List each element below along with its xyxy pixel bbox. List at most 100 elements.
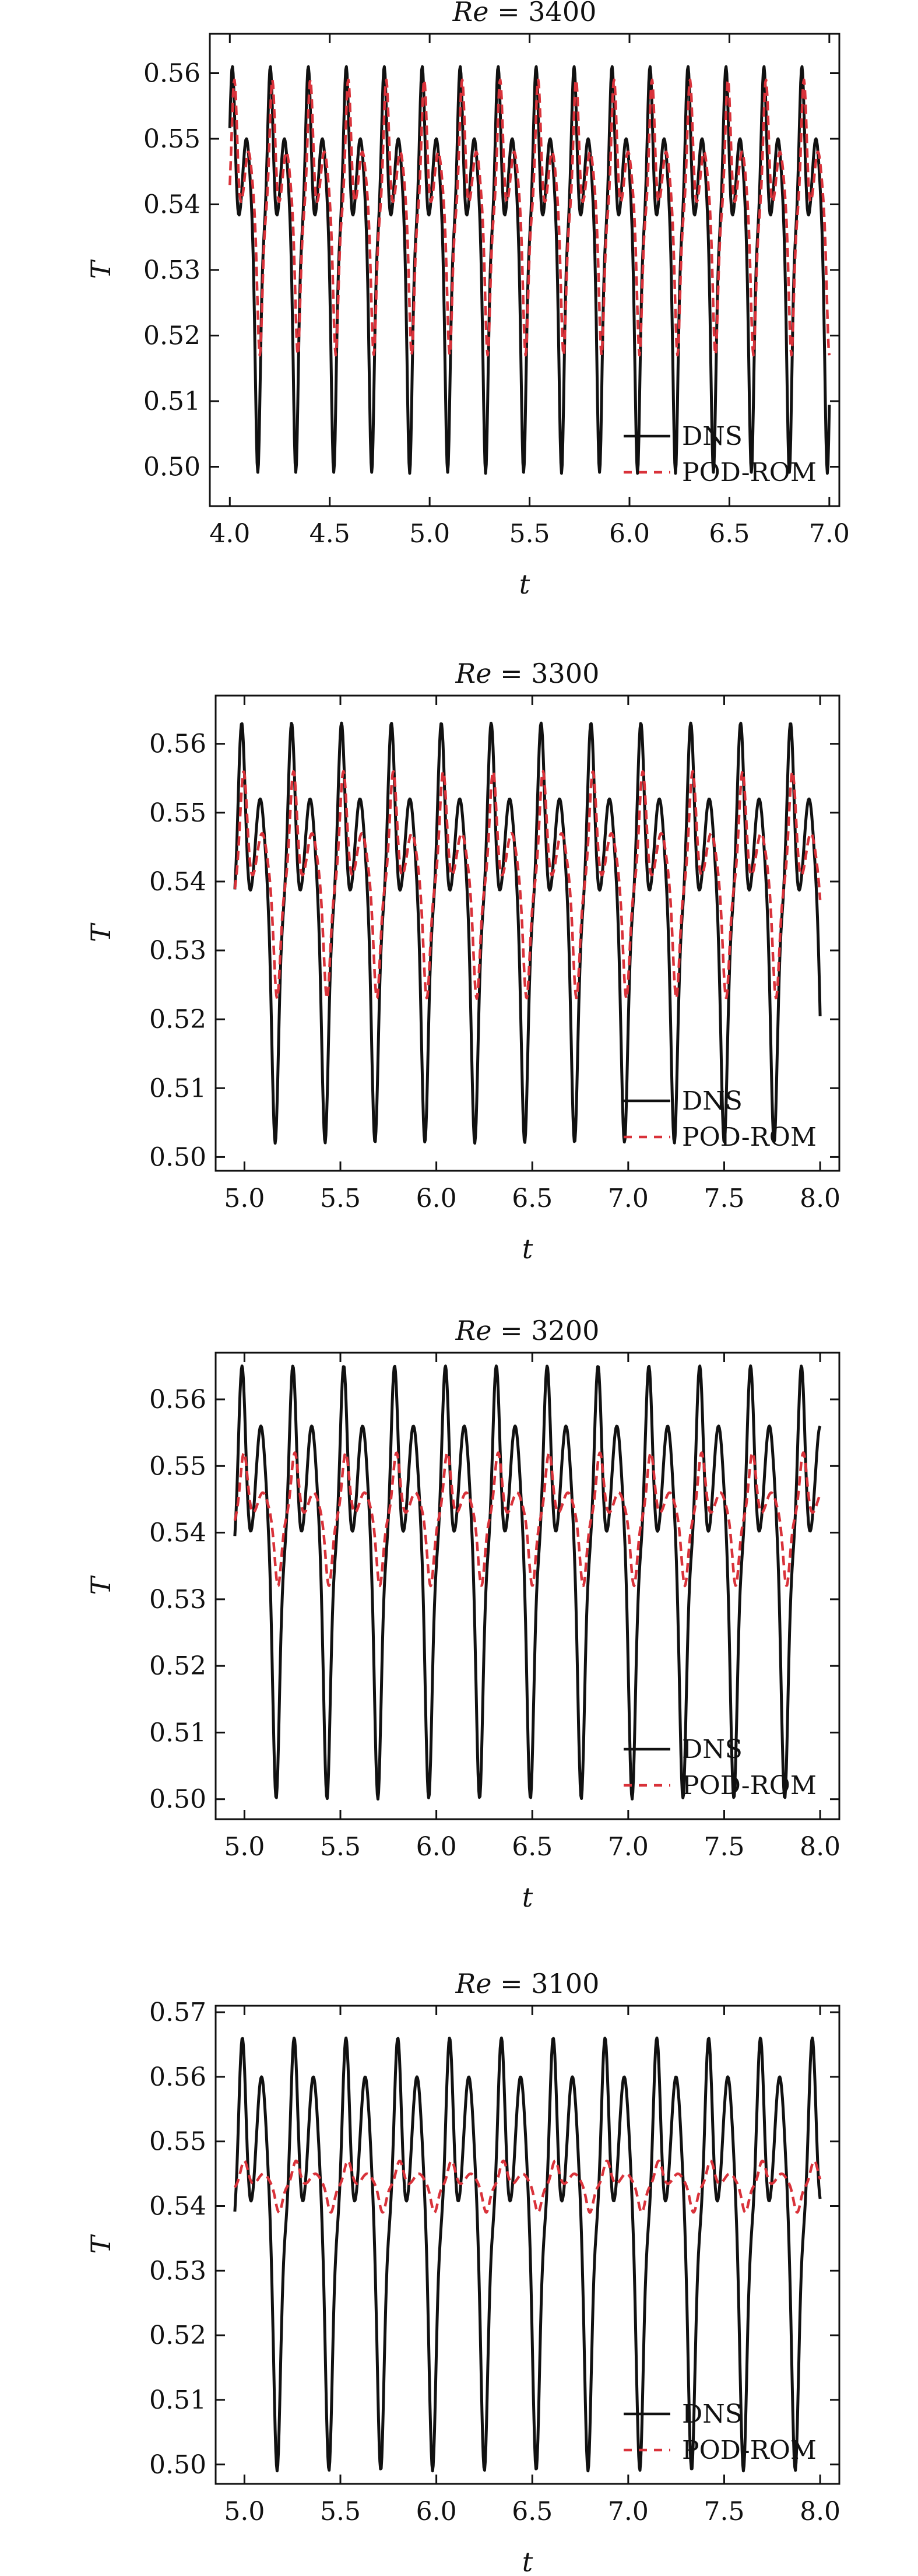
- x-tick-label: 6.0: [609, 519, 650, 549]
- title-equals: =: [491, 1968, 531, 1999]
- y-tick-label: 0.50: [149, 1785, 206, 1815]
- y-tick-label: 0.51: [143, 387, 201, 416]
- series-line-dns: [233, 1364, 822, 1801]
- x-tick-label: 6.5: [512, 1184, 553, 1213]
- title-equals: =: [488, 0, 528, 27]
- y-tick-label: 0.54: [149, 2192, 206, 2221]
- chart-title: Re = 3300: [455, 658, 600, 689]
- legend-label: POD-ROM: [682, 1771, 817, 1801]
- x-tick-label: 7.0: [608, 1184, 649, 1213]
- y-tick-label: 0.55: [149, 1451, 206, 1481]
- series-line-dns: [228, 65, 831, 475]
- series-line-dns: [233, 721, 822, 1145]
- x-tick-label: 7.0: [608, 1832, 649, 1862]
- legend-label: DNS: [682, 1735, 743, 1764]
- x-tick-label: 5.0: [224, 1832, 265, 1862]
- x-tick-label: 5.5: [320, 1832, 361, 1862]
- title-value: 3400: [528, 0, 596, 27]
- y-tick-label: 0.55: [149, 798, 206, 828]
- y-tick-label: 0.56: [149, 729, 206, 759]
- y-tick-label: 0.52: [149, 1005, 206, 1034]
- x-tick-label: 7.0: [608, 2497, 649, 2526]
- title-value: 3300: [531, 658, 599, 689]
- chart-title: Re = 3400: [452, 0, 597, 27]
- legend-label: DNS: [682, 2399, 743, 2429]
- chart-panel-2: Re = 3200 5.0 5.5 6.0 6.5 7.0 7.5 8.0 0.50 0.51 0.…: [85, 1315, 840, 1913]
- x-tick-label: 8.0: [800, 1832, 840, 1862]
- x-axis-label: t: [519, 568, 530, 600]
- y-tick-label: 0.50: [149, 1142, 206, 1172]
- series-line-pod-rom: [233, 2159, 822, 2214]
- title-value: 3100: [531, 1968, 599, 1999]
- x-tick-label: 6.0: [416, 2497, 457, 2526]
- y-tick-label: 0.50: [143, 452, 201, 482]
- y-axis-label: T: [85, 2234, 117, 2254]
- x-tick-label: 6.0: [416, 1184, 457, 1213]
- y-tick-label: 0.55: [143, 124, 201, 154]
- title-prefix: Re: [452, 0, 489, 27]
- y-tick-label: 0.53: [149, 936, 206, 966]
- y-axis-label: T: [85, 1575, 117, 1595]
- chart-panel-3: Re = 3100 5.0 5.5 6.0 6.5 7.0 7.5 8.0 0.50 0.51 0.…: [85, 1968, 840, 2576]
- x-tick-label: 5.5: [509, 519, 550, 549]
- x-tick-label: 6.5: [512, 1832, 553, 1862]
- title-prefix: Re: [455, 658, 492, 689]
- x-tick-label: 7.5: [704, 2497, 744, 2526]
- title-prefix: Re: [455, 1968, 492, 1999]
- y-tick-label: 0.57: [149, 1998, 206, 2027]
- y-tick-label: 0.52: [149, 1651, 206, 1681]
- x-tick-label: 8.0: [800, 2497, 840, 2526]
- legend-label: DNS: [682, 422, 743, 451]
- x-axis-label: t: [522, 1882, 533, 1913]
- series-line-pod-rom: [233, 1451, 822, 1588]
- series-line-pod-rom: [228, 78, 831, 357]
- chart-panel-0: Re = 3400 4.0 4.5 5.0 5.5 6.0 6.5 7.0 0.50 0.51 0.…: [85, 0, 850, 600]
- y-axis-label: T: [85, 922, 117, 942]
- x-tick-label: 4.0: [209, 519, 250, 549]
- y-tick-label: 0.56: [149, 2062, 206, 2092]
- title-value: 3200: [531, 1315, 599, 1346]
- y-tick-label: 0.51: [149, 1073, 206, 1103]
- legend-label: DNS: [682, 1086, 743, 1116]
- x-tick-label: 7.5: [704, 1184, 744, 1213]
- chart-title: Re = 3100: [455, 1968, 600, 1999]
- y-tick-label: 0.54: [149, 1518, 206, 1548]
- title-equals: =: [491, 658, 531, 689]
- x-tick-label: 6.5: [709, 519, 750, 549]
- x-tick-label: 6.5: [512, 2497, 553, 2526]
- x-tick-label: 5.5: [320, 2497, 361, 2526]
- x-tick-label: 6.0: [416, 1832, 457, 1862]
- y-tick-label: 0.53: [149, 2256, 206, 2286]
- chart-panel-1: Re = 3300 5.0 5.5 6.0 6.5 7.0 7.5 8.0 0.50 0.51 0.…: [85, 658, 840, 1265]
- x-tick-label: 7.5: [704, 1832, 744, 1862]
- x-tick-label: 8.0: [800, 1184, 840, 1213]
- x-tick-label: 5.0: [224, 2497, 265, 2526]
- title-equals: =: [491, 1315, 531, 1346]
- legend-label: POD-ROM: [682, 1122, 817, 1152]
- y-tick-label: 0.52: [149, 2321, 206, 2350]
- y-tick-label: 0.55: [149, 2127, 206, 2157]
- y-tick-label: 0.51: [149, 2385, 206, 2415]
- plot-frame: [214, 1352, 840, 1820]
- y-axis-label: T: [85, 259, 117, 279]
- plot-frame: [214, 694, 840, 1172]
- x-tick-label: 4.5: [309, 519, 350, 549]
- x-tick-label: 5.0: [409, 519, 450, 549]
- y-tick-label: 0.56: [149, 1385, 206, 1415]
- chart-title: Re = 3200: [455, 1315, 600, 1346]
- x-tick-label: 7.0: [809, 519, 850, 549]
- x-tick-label: 5.0: [224, 1184, 265, 1213]
- y-tick-label: 0.53: [143, 255, 201, 285]
- x-tick-label: 5.5: [320, 1184, 361, 1213]
- legend-label: POD-ROM: [682, 2435, 817, 2465]
- y-tick-label: 0.54: [143, 190, 201, 220]
- y-tick-label: 0.51: [149, 1718, 206, 1747]
- title-prefix: Re: [455, 1315, 492, 1346]
- x-axis-label: t: [522, 2546, 533, 2576]
- series-line-pod-rom: [233, 770, 822, 1000]
- y-tick-label: 0.56: [143, 59, 201, 89]
- y-tick-label: 0.50: [149, 2450, 206, 2480]
- y-tick-label: 0.53: [149, 1585, 206, 1615]
- legend-label: POD-ROM: [682, 458, 817, 487]
